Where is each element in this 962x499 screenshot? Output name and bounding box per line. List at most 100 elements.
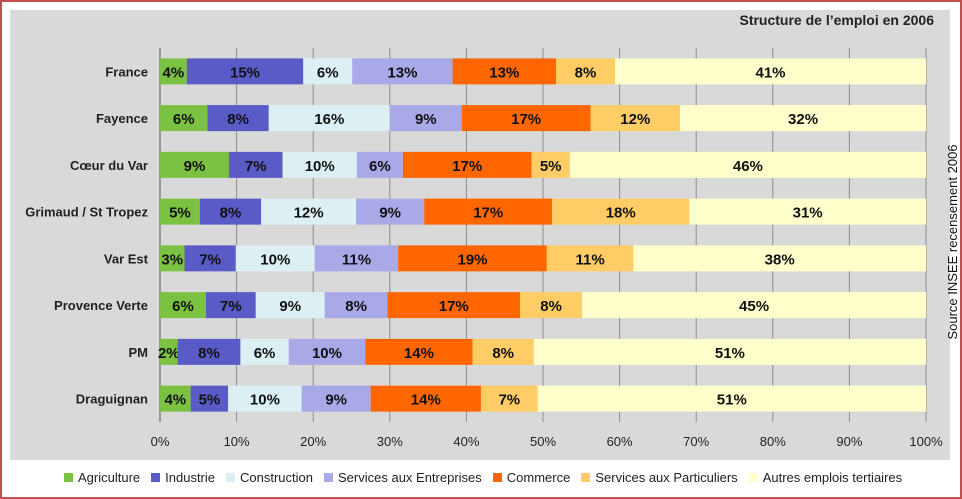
bar-segment [314, 245, 399, 272]
legend-swatch [324, 472, 333, 482]
data-label: 7% [199, 251, 221, 268]
bar-segment [255, 292, 325, 319]
bar-segment [160, 198, 200, 225]
legend-label: Agriculture [78, 469, 141, 485]
data-label: 9% [325, 392, 347, 409]
data-label: 13% [489, 64, 519, 81]
data-label: 9% [379, 205, 401, 222]
bar-segment [205, 292, 256, 319]
bar-segment [520, 292, 583, 319]
bar-segment [424, 198, 553, 225]
chart-background [10, 10, 950, 460]
bar-segment [556, 58, 616, 85]
bar-segment [689, 198, 926, 225]
bar-segment [356, 198, 425, 225]
bar-segment [546, 245, 634, 272]
data-label: 51% [717, 392, 747, 409]
bar-segment [370, 385, 481, 412]
bar-segment [160, 385, 191, 412]
bar-segment [186, 58, 304, 85]
data-label: 31% [793, 205, 823, 222]
x-tick-label: 10% [224, 434, 250, 449]
data-label: 9% [415, 111, 437, 128]
category-label: France [105, 64, 148, 79]
bar-segment [240, 338, 289, 365]
bar-segment [533, 338, 926, 365]
data-label: 45% [739, 298, 769, 315]
bar-segment [228, 385, 302, 412]
bar-segment [615, 58, 926, 85]
data-label: 5% [199, 392, 221, 409]
data-label: 8% [540, 298, 562, 315]
data-label: 38% [765, 251, 795, 268]
data-label: 17% [473, 205, 503, 222]
category-label: Var Est [104, 251, 149, 266]
data-label: 3% [161, 251, 183, 268]
data-label: 6% [317, 64, 339, 81]
bar-segment [228, 151, 283, 178]
bar-segment [190, 385, 229, 412]
legend-item: Industrie [151, 470, 215, 485]
data-label: 13% [387, 64, 417, 81]
x-tick-label: 30% [377, 434, 403, 449]
data-label: 2% [158, 345, 180, 362]
source-note: Source INSEE recensement 2006 [945, 144, 960, 340]
legend-label: Industrie [165, 469, 216, 485]
category-label: Draguignan [76, 392, 148, 407]
data-label: 46% [733, 158, 763, 175]
data-label: 51% [715, 345, 745, 362]
bar-segment [199, 198, 262, 225]
legend-label: Services aux Entreprises [338, 469, 482, 485]
legend-swatch [492, 472, 502, 482]
bar-segment [160, 58, 187, 85]
data-label: 9% [184, 158, 206, 175]
data-label: 10% [260, 251, 290, 268]
bar-segment [480, 385, 538, 412]
bar-segment [268, 105, 390, 132]
data-label: 11% [342, 251, 371, 268]
bar-segment [160, 105, 208, 132]
bar-segment [184, 245, 236, 272]
bar-segment [537, 385, 926, 412]
x-tick-label: 0% [151, 434, 170, 449]
bar-segment [387, 292, 521, 319]
data-label: 10% [312, 345, 342, 362]
legend-item: Autres emplois tertiaires [748, 470, 902, 485]
legend-item: Services aux Particuliers [581, 469, 738, 485]
bar-segment [324, 292, 388, 319]
bar-segment [590, 105, 681, 132]
bar-segment [235, 245, 315, 272]
legend-label: Services aux Particuliers [595, 469, 738, 485]
bar-segment [160, 292, 206, 319]
data-label: 15% [230, 64, 260, 81]
legend-swatch [226, 472, 236, 482]
data-label: 19% [458, 251, 488, 268]
data-label: 8% [492, 345, 514, 362]
x-tick-label: 100% [909, 434, 943, 449]
data-label: 8% [227, 111, 249, 128]
data-label: 5% [169, 205, 191, 222]
legend-swatch [151, 472, 161, 482]
data-label: 14% [411, 392, 441, 409]
bar-segment [452, 58, 557, 85]
data-label: 16% [314, 111, 344, 128]
bar-segment [389, 105, 462, 132]
bar-segment [352, 58, 453, 85]
x-tick-label: 90% [836, 434, 862, 449]
bar-segment [282, 151, 357, 178]
bar-segment [531, 151, 570, 178]
category-label: Grimaud / St Tropez [25, 205, 148, 220]
x-tick-label: 60% [607, 434, 633, 449]
legend: Agriculture Industrie Construction Services… [64, 467, 913, 487]
data-label: 12% [620, 111, 650, 128]
data-label: 10% [305, 158, 335, 175]
x-tick-label: 40% [453, 434, 479, 449]
legend-item: Agriculture [64, 470, 140, 485]
bar-segment [472, 338, 534, 365]
category-label: Fayence [96, 111, 148, 126]
data-label: 8% [575, 64, 597, 81]
data-label: 6% [254, 345, 276, 362]
legend-item: Construction [226, 470, 313, 485]
bar-segment [356, 151, 403, 178]
